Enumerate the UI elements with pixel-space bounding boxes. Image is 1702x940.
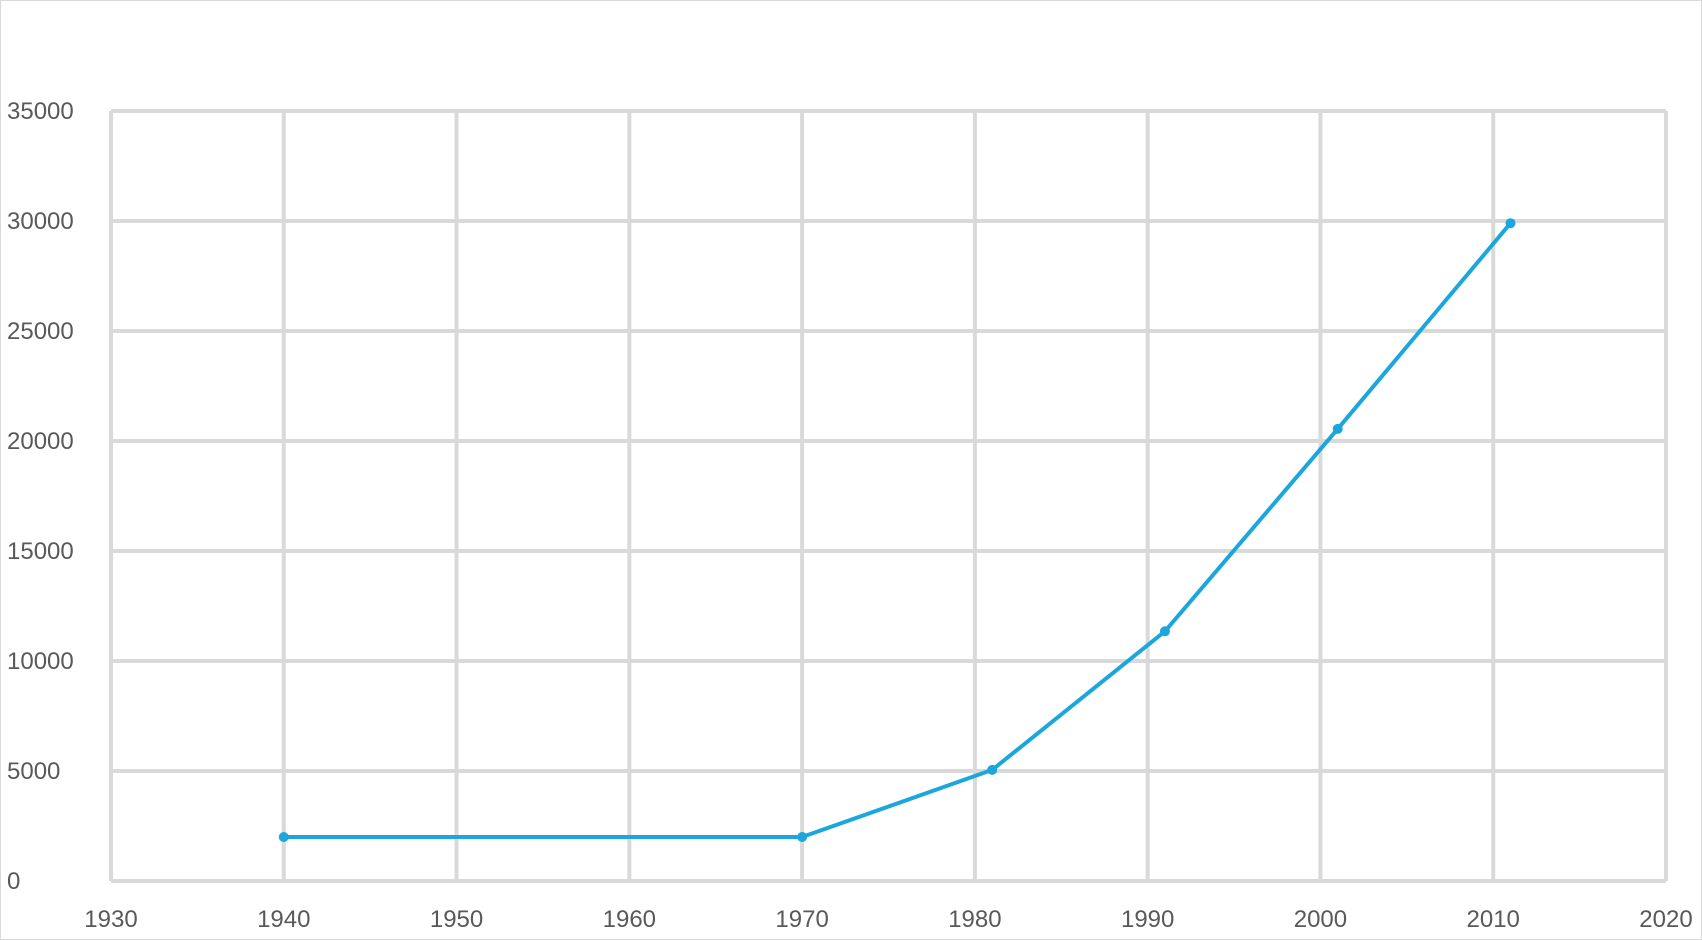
data-point-1970: [797, 832, 808, 842]
x-tick-label-1970: 1970: [775, 906, 828, 933]
series-line-0: [281, 221, 1513, 839]
data-series: [278, 218, 1516, 842]
x-tick-label-2000: 2000: [1294, 906, 1347, 933]
x-tick-label-2010: 2010: [1467, 906, 1520, 933]
y-tick-label-25000: 25000: [7, 318, 74, 345]
y-tick-label-35000: 35000: [7, 98, 74, 125]
x-tick-label-1990: 1990: [1121, 906, 1174, 933]
x-tick-label-1950: 1950: [430, 906, 483, 933]
x-tick-label-1980: 1980: [948, 906, 1001, 933]
data-point-1940: [278, 832, 289, 842]
data-point-1981: [987, 764, 998, 775]
grid-lines: [109, 109, 1668, 883]
data-point-2001: [1332, 423, 1343, 434]
x-tick-label-1940: 1940: [257, 906, 310, 933]
data-point-2011: [1505, 218, 1516, 229]
y-tick-label-5000: 5000: [7, 758, 60, 785]
y-tick-label-0: 0: [7, 868, 20, 895]
y-tick-label-20000: 20000: [7, 428, 74, 455]
x-tick-label-2020: 2020: [1639, 906, 1692, 933]
data-point-1991: [1159, 626, 1170, 637]
y-tick-label-10000: 10000: [7, 648, 74, 675]
x-tick-label-1960: 1960: [603, 906, 656, 933]
y-axis-tick-labels: 0 5000 10000 15000 20000 25000 30000 35000: [7, 98, 74, 895]
y-tick-label-15000: 15000: [7, 538, 74, 565]
x-tick-label-1930: 1930: [84, 906, 137, 933]
y-tick-label-30000: 30000: [7, 208, 74, 235]
x-axis-tick-labels: 1930 1940 1950 1960 1970 1980 1990 2000 2010 2020: [84, 906, 1692, 933]
